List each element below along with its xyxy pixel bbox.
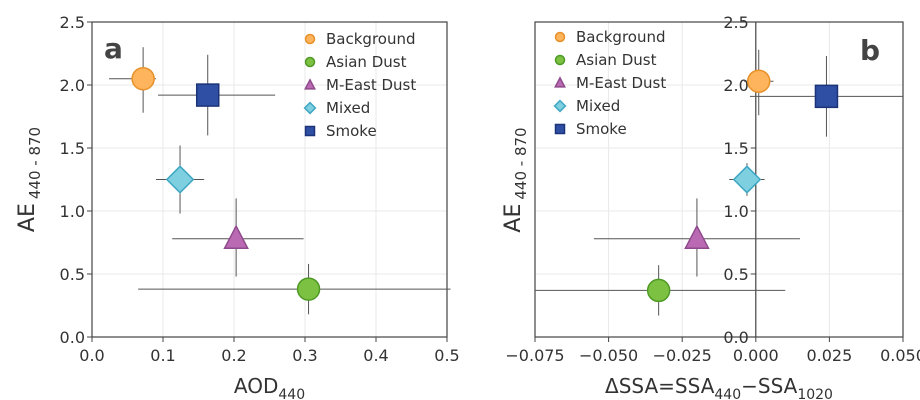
legend-label-background: Background bbox=[576, 28, 666, 46]
y-tick-label: 1.5 bbox=[60, 139, 85, 158]
data-point-m-east-dust bbox=[223, 224, 249, 249]
y-axis-title-sub: 440 - 870 bbox=[26, 127, 44, 199]
data-point-smoke bbox=[814, 84, 839, 109]
y-axis-title-main: AE bbox=[15, 203, 40, 232]
legend-marker-m-east-dust bbox=[304, 78, 316, 90]
y-tick-label: 0.0 bbox=[723, 328, 748, 347]
x-axis-title-sub: 1020 bbox=[797, 387, 833, 400]
data-point-asian-dust bbox=[646, 278, 671, 303]
x-tick-label: −0.075 bbox=[505, 346, 564, 365]
x-axis-title-sub: 440 bbox=[278, 387, 305, 400]
legend-marker-smoke bbox=[304, 125, 316, 137]
x-tick-label: 0.1 bbox=[150, 346, 175, 365]
legend-label-mixed: Mixed bbox=[326, 99, 370, 117]
y-tick-label: 2.5 bbox=[723, 13, 748, 32]
data-point-asian-dust bbox=[296, 277, 321, 301]
y-tick-label: 0.0 bbox=[60, 328, 85, 347]
plot-frame bbox=[534, 21, 904, 338]
legend-marker-asian-dust bbox=[304, 56, 316, 68]
data-point-background bbox=[746, 69, 771, 93]
x-axis-title-main: AOD bbox=[234, 374, 278, 398]
legend-label-smoke: Smoke bbox=[326, 122, 377, 140]
y-axis-title: AE 440 - 870 bbox=[501, 127, 530, 232]
x-tick-label: −0.050 bbox=[579, 346, 638, 365]
legend-marker-background bbox=[554, 31, 566, 43]
legend-label-background: Background bbox=[326, 30, 416, 48]
legend-marker-smoke bbox=[554, 123, 566, 135]
legend-label-mixed: Mixed bbox=[576, 97, 620, 115]
y-tick-label: 0.5 bbox=[723, 265, 748, 284]
y-axis-title-sub: 440 - 870 bbox=[512, 127, 530, 199]
panel-b-chart: −0.075 −0.050 −0.025 0.000 0.025 0.050 0.0 0.5 1… bbox=[501, 13, 920, 400]
x-axis-title-part: −SSA bbox=[741, 374, 798, 398]
data-point-mixed bbox=[165, 165, 195, 194]
x-axis-title: AOD440 bbox=[234, 374, 305, 400]
y-tick-label: 2.0 bbox=[723, 76, 748, 95]
x-tick-label: 0.025 bbox=[806, 346, 852, 365]
x-axis-title: ΔSSA=SSA440−SSA1020 bbox=[605, 374, 833, 400]
legend-label-asian-dust: Asian Dust bbox=[576, 51, 657, 69]
data-point-background bbox=[131, 66, 155, 91]
y-tick-label: 1.0 bbox=[60, 202, 85, 221]
y-tick-label: 2.5 bbox=[60, 13, 85, 32]
legend-label-m-east-dust: M-East Dust bbox=[326, 76, 416, 94]
x-tick-label: 0.2 bbox=[221, 346, 246, 365]
panel-label: b bbox=[860, 34, 880, 67]
legend-marker-asian-dust bbox=[554, 54, 566, 66]
panel-label: a bbox=[104, 32, 123, 65]
x-tick-label: 0.0 bbox=[79, 346, 104, 365]
x-axis-title-sub: 440 bbox=[714, 387, 741, 400]
x-tick-label: −0.025 bbox=[653, 346, 712, 365]
y-tick-label: 2.0 bbox=[60, 76, 85, 95]
x-tick-label: 0.5 bbox=[434, 346, 459, 365]
legend-label-asian-dust: Asian Dust bbox=[326, 53, 407, 71]
y-axis-title: AE 440 - 870 bbox=[15, 127, 44, 232]
data-point-smoke bbox=[195, 83, 220, 107]
x-axis-title-part: ΔSSA=SSA bbox=[605, 374, 715, 398]
legend-marker-m-east-dust bbox=[554, 76, 566, 88]
y-tick-label: 1.5 bbox=[723, 139, 748, 158]
x-tick-label: 0.3 bbox=[292, 346, 317, 365]
data-point-mixed bbox=[732, 165, 762, 194]
x-tick-label: 0.000 bbox=[733, 346, 779, 365]
x-tick-label: 0.050 bbox=[880, 346, 920, 365]
x-tick-label: 0.4 bbox=[363, 346, 388, 365]
plot-frame bbox=[91, 21, 448, 338]
data-point-m-east-dust bbox=[684, 224, 710, 249]
panel-a-chart: 0.0 0.1 0.2 0.3 0.4 0.50.00.51.01.52.02.5AOD4… bbox=[15, 13, 460, 400]
y-tick-label: 1.0 bbox=[723, 202, 748, 221]
legend-label-smoke: Smoke bbox=[576, 120, 627, 138]
y-tick-label: 0.5 bbox=[60, 265, 85, 284]
legend-marker-background bbox=[304, 33, 316, 45]
y-axis-title-main: AE bbox=[501, 204, 526, 233]
legend-label-m-east-dust: M-East Dust bbox=[576, 74, 666, 92]
legend-marker-mixed bbox=[553, 99, 567, 113]
legend-marker-mixed bbox=[303, 101, 317, 115]
